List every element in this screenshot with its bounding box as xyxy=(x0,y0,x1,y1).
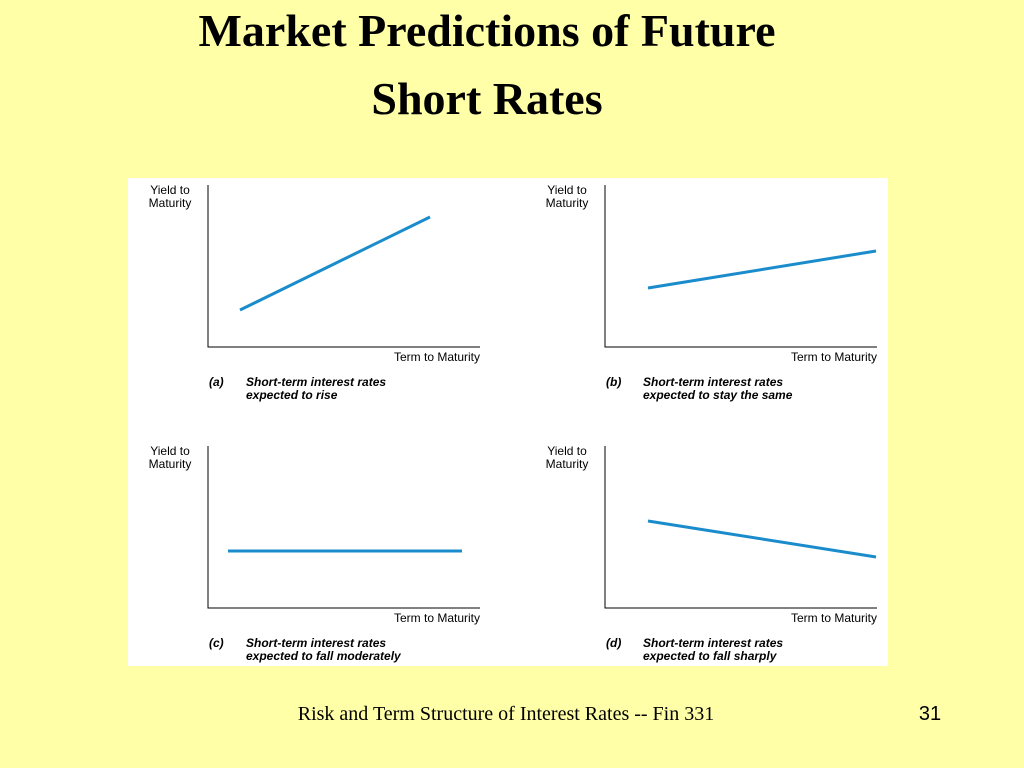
caption: expected to stay the same xyxy=(643,388,793,402)
y-axis-label: Maturity xyxy=(149,457,192,471)
axes xyxy=(604,446,877,609)
x-axis-label: Term to Maturity xyxy=(791,350,877,364)
axes xyxy=(604,185,877,348)
caption: expected to fall moderately xyxy=(246,649,402,663)
x-axis-label: Term to Maturity xyxy=(394,611,480,625)
axes xyxy=(207,446,480,609)
caption: expected to fall sharply xyxy=(643,649,778,663)
caption: Short-term interest rates xyxy=(246,375,386,389)
y-axis-label: Yield to xyxy=(547,183,587,197)
x-axis-label: Term to Maturity xyxy=(791,611,877,625)
page-number: 31 xyxy=(919,703,941,725)
y-axis-label: Yield to xyxy=(547,444,587,458)
y-axis-label: Yield to xyxy=(150,444,190,458)
x-axis-label: Term to Maturity xyxy=(394,350,480,364)
caption-letter: (d) xyxy=(606,636,621,650)
y-axis-label: Maturity xyxy=(149,196,192,210)
y-axis-label: Yield to xyxy=(150,183,190,197)
axes xyxy=(207,185,480,348)
yield-curve xyxy=(647,249,877,290)
caption-letter: (c) xyxy=(209,636,224,650)
caption-letter: (b) xyxy=(606,375,621,389)
caption-letter: (a) xyxy=(209,375,224,389)
title-line: Short Rates xyxy=(371,73,602,124)
caption: Short-term interest rates xyxy=(246,636,386,650)
caption: expected to rise xyxy=(246,388,338,402)
yield-curve xyxy=(647,519,877,559)
caption: Short-term interest rates xyxy=(643,375,783,389)
y-axis-label: Maturity xyxy=(546,196,589,210)
title-line: Market Predictions of Future xyxy=(198,5,775,56)
figure-panel xyxy=(128,178,888,666)
footer: Risk and Term Structure of Interest Rate… xyxy=(298,703,714,725)
y-axis-label: Maturity xyxy=(546,457,589,471)
caption: Short-term interest rates xyxy=(643,636,783,650)
yield-curve xyxy=(239,215,431,312)
